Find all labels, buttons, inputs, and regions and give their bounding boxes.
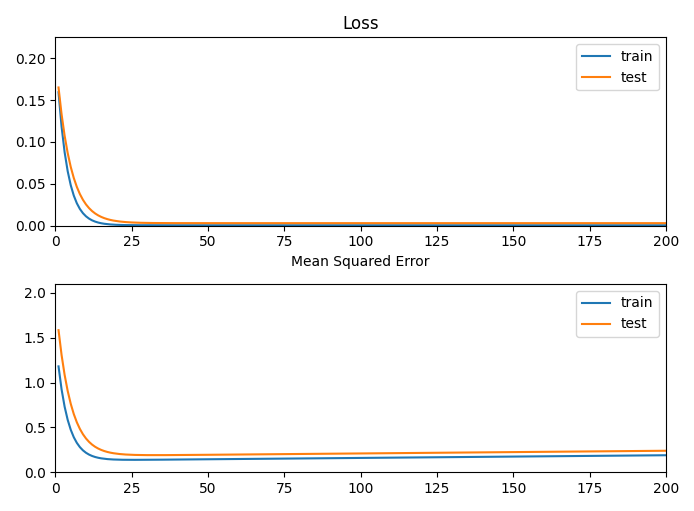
test bbox=[610, 220, 618, 226]
test bbox=[167, 220, 176, 226]
X-axis label: Mean Squared Error: Mean Squared Error bbox=[291, 255, 430, 269]
test bbox=[54, 84, 62, 90]
train bbox=[54, 363, 62, 369]
train bbox=[167, 222, 176, 228]
Legend: train, test: train, test bbox=[577, 44, 659, 90]
test bbox=[216, 220, 224, 226]
train bbox=[634, 452, 643, 458]
test bbox=[152, 452, 160, 458]
Line: test: test bbox=[58, 87, 666, 223]
test bbox=[79, 197, 87, 203]
train bbox=[661, 222, 670, 228]
train bbox=[79, 210, 87, 216]
train bbox=[634, 222, 643, 228]
train bbox=[613, 453, 621, 459]
Line: train: train bbox=[58, 92, 666, 225]
train bbox=[91, 219, 99, 225]
test bbox=[79, 431, 87, 437]
test bbox=[91, 211, 99, 217]
test bbox=[91, 444, 99, 450]
test bbox=[634, 220, 643, 226]
Title: Loss: Loss bbox=[342, 15, 379, 33]
test bbox=[661, 220, 670, 226]
train bbox=[613, 222, 621, 228]
Line: train: train bbox=[58, 366, 666, 460]
test bbox=[628, 220, 636, 226]
train bbox=[488, 222, 496, 228]
train bbox=[130, 457, 139, 463]
test bbox=[634, 448, 643, 454]
test bbox=[170, 452, 178, 458]
train bbox=[91, 454, 99, 460]
train bbox=[219, 456, 228, 462]
train bbox=[661, 452, 670, 458]
train bbox=[54, 89, 62, 96]
Legend: train, test: train, test bbox=[577, 291, 659, 337]
train bbox=[79, 447, 87, 453]
train bbox=[170, 456, 178, 462]
test bbox=[54, 327, 62, 333]
test bbox=[613, 448, 621, 454]
train bbox=[216, 222, 224, 228]
test bbox=[219, 452, 228, 458]
test bbox=[661, 448, 670, 454]
Line: test: test bbox=[58, 330, 666, 455]
